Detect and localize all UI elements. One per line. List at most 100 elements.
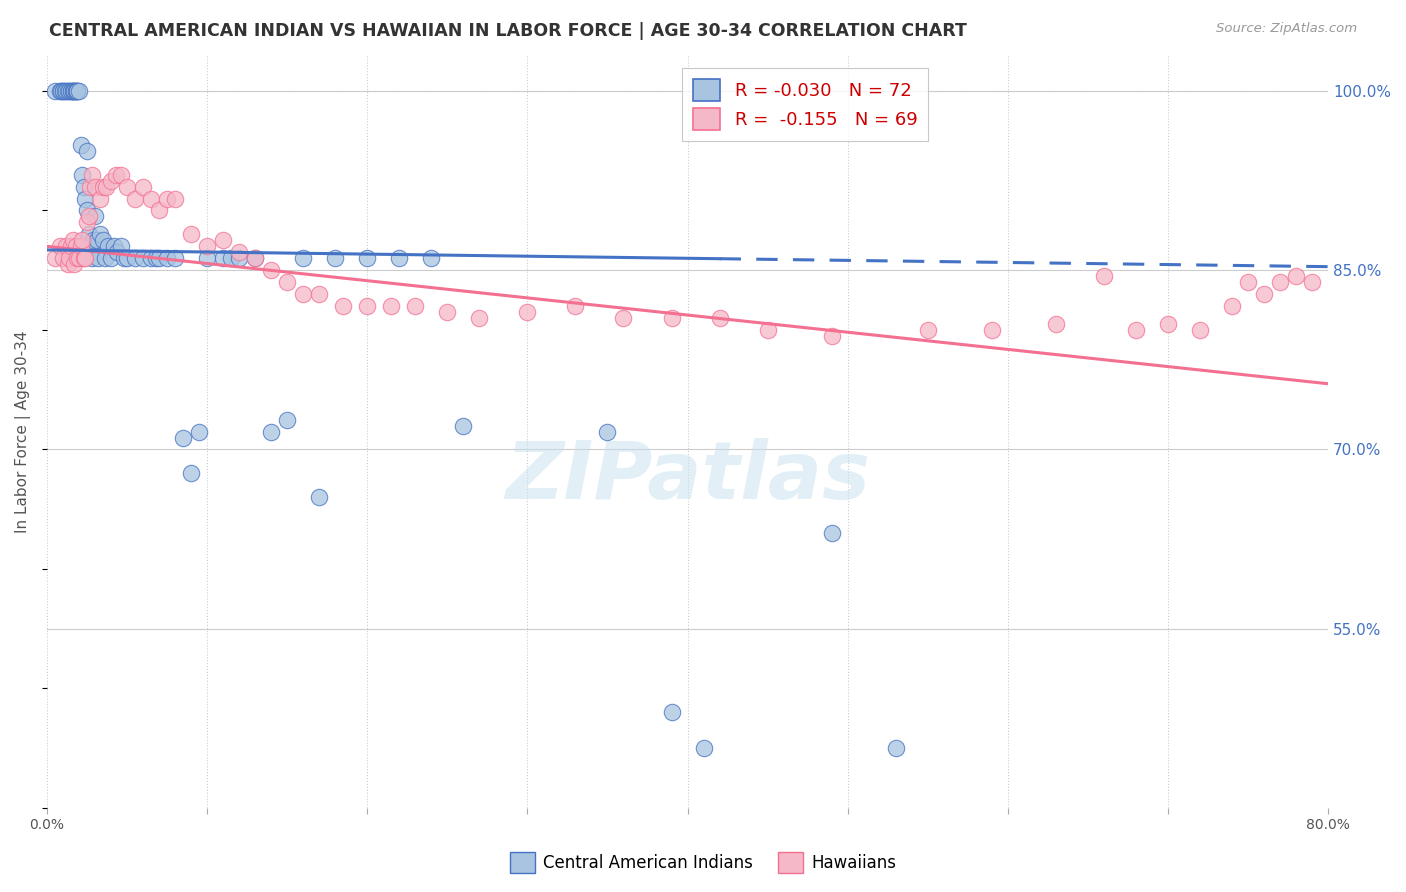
Point: [66, 84, 89, 98]
Point: [51, 84, 73, 98]
Point: [49, 239, 72, 253]
Point: [70, 168, 93, 182]
Point: [44, 252, 66, 266]
Point: [292, 252, 315, 266]
Point: [980, 323, 1002, 337]
Point: [308, 287, 330, 301]
Point: [69, 137, 91, 152]
Point: [756, 323, 779, 337]
Point: [132, 179, 155, 194]
Point: [420, 252, 443, 266]
Point: [917, 323, 939, 337]
Point: [52, 84, 75, 98]
Point: [165, 252, 187, 266]
Point: [692, 741, 714, 756]
Point: [58, 252, 80, 266]
Point: [821, 526, 844, 541]
Point: [115, 179, 138, 194]
Point: [110, 168, 132, 182]
Point: [276, 275, 298, 289]
Point: [212, 252, 235, 266]
Point: [84, 210, 107, 224]
Point: [82, 233, 104, 247]
Point: [132, 252, 155, 266]
Point: [87, 252, 110, 266]
Point: [243, 252, 266, 266]
Legend: R = -0.030   N = 72, R =  -0.155   N = 69: R = -0.030 N = 72, R = -0.155 N = 69: [682, 68, 928, 141]
Point: [93, 252, 115, 266]
Point: [107, 245, 129, 260]
Point: [145, 252, 167, 266]
Point: [156, 252, 179, 266]
Point: [70, 233, 93, 247]
Point: [77, 210, 100, 224]
Point: [59, 84, 82, 98]
Point: [63, 84, 86, 98]
Point: [188, 425, 211, 439]
Point: [139, 192, 162, 206]
Point: [52, 252, 75, 266]
Point: [564, 299, 586, 313]
Point: [380, 299, 402, 313]
Point: [148, 203, 170, 218]
Point: [332, 299, 354, 313]
Point: [66, 84, 89, 98]
Text: CENTRAL AMERICAN INDIAN VS HAWAIIAN IN LABOR FORCE | AGE 30-34 CORRELATION CHART: CENTRAL AMERICAN INDIAN VS HAWAIIAN IN L…: [49, 22, 967, 40]
Point: [115, 252, 138, 266]
Point: [228, 252, 250, 266]
Point: [1268, 275, 1291, 289]
Point: [52, 84, 75, 98]
Point: [80, 252, 103, 266]
Point: [97, 239, 120, 253]
Point: [79, 239, 101, 253]
Point: [356, 252, 378, 266]
Point: [84, 179, 107, 194]
Point: [49, 84, 72, 98]
Point: [165, 192, 187, 206]
Point: [44, 84, 66, 98]
Point: [356, 299, 378, 313]
Point: [63, 257, 86, 271]
Point: [1125, 323, 1147, 337]
Point: [79, 179, 101, 194]
Point: [180, 467, 202, 481]
Point: [661, 706, 683, 720]
Point: [62, 233, 84, 247]
Point: [124, 192, 146, 206]
Point: [821, 329, 844, 343]
Point: [91, 179, 114, 194]
Point: [89, 192, 111, 206]
Point: [195, 252, 218, 266]
Point: [228, 245, 250, 260]
Point: [80, 168, 103, 182]
Point: [1285, 269, 1308, 284]
Point: [103, 239, 125, 253]
Point: [56, 257, 79, 271]
Point: [67, 84, 90, 98]
Point: [65, 84, 87, 98]
Point: [468, 311, 491, 326]
Point: [104, 168, 127, 182]
Legend: Central American Indians, Hawaiians: Central American Indians, Hawaiians: [503, 846, 903, 880]
Point: [180, 227, 202, 242]
Point: [1237, 275, 1260, 289]
Point: [276, 412, 298, 426]
Point: [112, 252, 135, 266]
Point: [65, 84, 87, 98]
Point: [195, 239, 218, 253]
Point: [1092, 269, 1115, 284]
Point: [110, 239, 132, 253]
Point: [596, 425, 619, 439]
Point: [91, 233, 114, 247]
Point: [612, 311, 634, 326]
Point: [59, 84, 82, 98]
Point: [404, 299, 426, 313]
Point: [1220, 299, 1243, 313]
Point: [308, 490, 330, 504]
Point: [100, 252, 122, 266]
Point: [388, 252, 411, 266]
Point: [55, 239, 77, 253]
Text: Source: ZipAtlas.com: Source: ZipAtlas.com: [1216, 22, 1357, 36]
Point: [76, 215, 98, 229]
Point: [1189, 323, 1212, 337]
